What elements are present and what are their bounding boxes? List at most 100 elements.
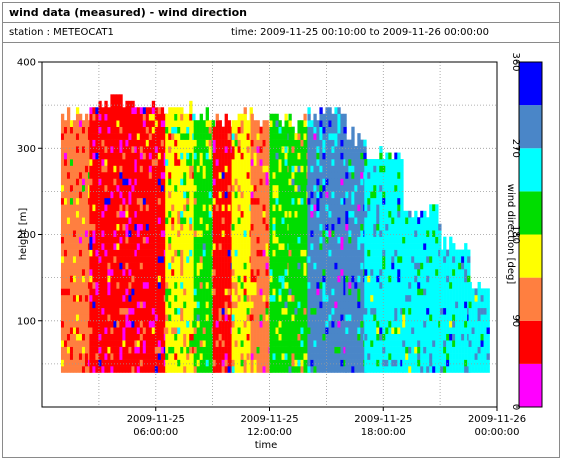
heat-cell bbox=[334, 217, 338, 225]
heat-cell bbox=[157, 159, 162, 166]
heat-cell bbox=[376, 223, 380, 231]
heat-cell bbox=[262, 191, 266, 199]
heat-cell bbox=[262, 184, 266, 192]
heat-cell bbox=[373, 256, 377, 263]
heat-cell bbox=[95, 243, 99, 250]
heat-cell bbox=[212, 288, 216, 296]
heat-cell bbox=[202, 197, 206, 205]
heat-cell bbox=[300, 243, 304, 250]
heat-cell bbox=[224, 133, 228, 140]
heat-cell bbox=[110, 120, 114, 127]
heat-cell bbox=[376, 340, 380, 347]
heat-cell bbox=[136, 366, 141, 373]
heat-cell bbox=[337, 120, 341, 127]
heat-cell bbox=[134, 346, 138, 354]
heat-cell bbox=[98, 294, 102, 302]
heat-cell bbox=[104, 288, 108, 296]
heat-cell bbox=[116, 120, 120, 127]
heat-cell bbox=[291, 236, 295, 244]
heat-cell bbox=[411, 288, 415, 296]
heat-cell bbox=[131, 256, 135, 263]
heat-cell bbox=[151, 159, 156, 166]
heat-cell bbox=[382, 262, 386, 270]
heat-cell bbox=[414, 288, 418, 296]
heat-cell bbox=[281, 133, 285, 140]
heat-cell bbox=[250, 262, 254, 270]
heat-cell bbox=[151, 204, 156, 212]
heat-cell bbox=[224, 197, 228, 205]
heat-cell bbox=[360, 366, 364, 373]
heat-cell bbox=[151, 281, 156, 289]
heat-cell bbox=[104, 184, 108, 192]
heat-cell bbox=[89, 171, 93, 179]
heat-cell bbox=[300, 333, 304, 341]
heat-cell bbox=[269, 171, 273, 179]
heat-cell bbox=[186, 146, 190, 153]
heat-cell bbox=[142, 359, 147, 367]
heat-cell bbox=[240, 301, 244, 309]
heat-cell bbox=[360, 320, 364, 328]
heat-cell bbox=[113, 210, 117, 218]
heat-cell bbox=[417, 333, 421, 341]
heat-cell bbox=[189, 139, 193, 147]
heat-cell bbox=[75, 133, 80, 140]
heat-cell bbox=[145, 249, 150, 257]
heat-cell bbox=[291, 301, 295, 309]
heat-cell bbox=[72, 353, 77, 360]
heat-cell bbox=[334, 204, 338, 212]
heat-cell bbox=[183, 191, 187, 199]
heat-cell bbox=[107, 307, 111, 315]
heat-cell bbox=[297, 256, 301, 263]
heat-cell bbox=[101, 146, 105, 153]
heat-cell bbox=[148, 165, 153, 173]
heat-cell bbox=[78, 165, 83, 173]
heat-cell bbox=[243, 256, 247, 263]
heat-cell bbox=[122, 359, 126, 367]
heat-cell bbox=[259, 171, 263, 179]
heat-cell bbox=[165, 281, 169, 289]
heat-cell bbox=[340, 333, 344, 341]
heat-cell bbox=[313, 133, 317, 140]
heat-cell bbox=[208, 307, 212, 315]
heat-cell bbox=[196, 314, 200, 322]
heat-cell bbox=[357, 146, 361, 153]
heat-cell bbox=[237, 294, 241, 302]
heat-cell bbox=[134, 366, 138, 373]
heat-cell bbox=[234, 275, 238, 283]
heat-cell bbox=[113, 133, 117, 140]
heat-cell bbox=[345, 301, 349, 309]
heat-cell bbox=[313, 243, 317, 250]
heat-cell bbox=[168, 294, 172, 302]
heat-cell bbox=[420, 294, 424, 302]
heat-cell bbox=[151, 314, 156, 322]
heat-cell bbox=[180, 210, 184, 218]
heat-cell bbox=[69, 133, 74, 140]
heat-cell bbox=[246, 217, 250, 225]
heat-cell bbox=[119, 307, 123, 315]
heat-cell bbox=[212, 269, 216, 276]
heat-cell bbox=[391, 353, 395, 360]
heat-cell bbox=[215, 359, 219, 367]
heat-cell bbox=[348, 353, 352, 360]
heat-cell bbox=[92, 178, 96, 186]
heat-cell bbox=[66, 236, 71, 244]
heat-cell bbox=[231, 340, 235, 347]
heat-cell bbox=[262, 288, 266, 296]
heat-cell bbox=[420, 223, 424, 231]
heat-cell bbox=[134, 294, 138, 302]
heat-cell bbox=[215, 191, 219, 199]
heat-cell bbox=[265, 126, 269, 134]
heat-cell bbox=[113, 340, 117, 347]
heat-cell bbox=[316, 184, 320, 192]
heat-cell bbox=[101, 294, 105, 302]
heat-cell bbox=[284, 327, 288, 334]
heat-cell bbox=[337, 249, 341, 257]
heat-cell bbox=[340, 204, 344, 212]
heat-cell bbox=[331, 262, 335, 270]
heat-cell bbox=[307, 294, 311, 302]
heat-cell bbox=[196, 120, 200, 127]
heat-cell bbox=[357, 294, 361, 302]
heat-cell bbox=[180, 366, 184, 373]
heat-cell bbox=[60, 165, 65, 173]
heat-cell bbox=[234, 210, 238, 218]
